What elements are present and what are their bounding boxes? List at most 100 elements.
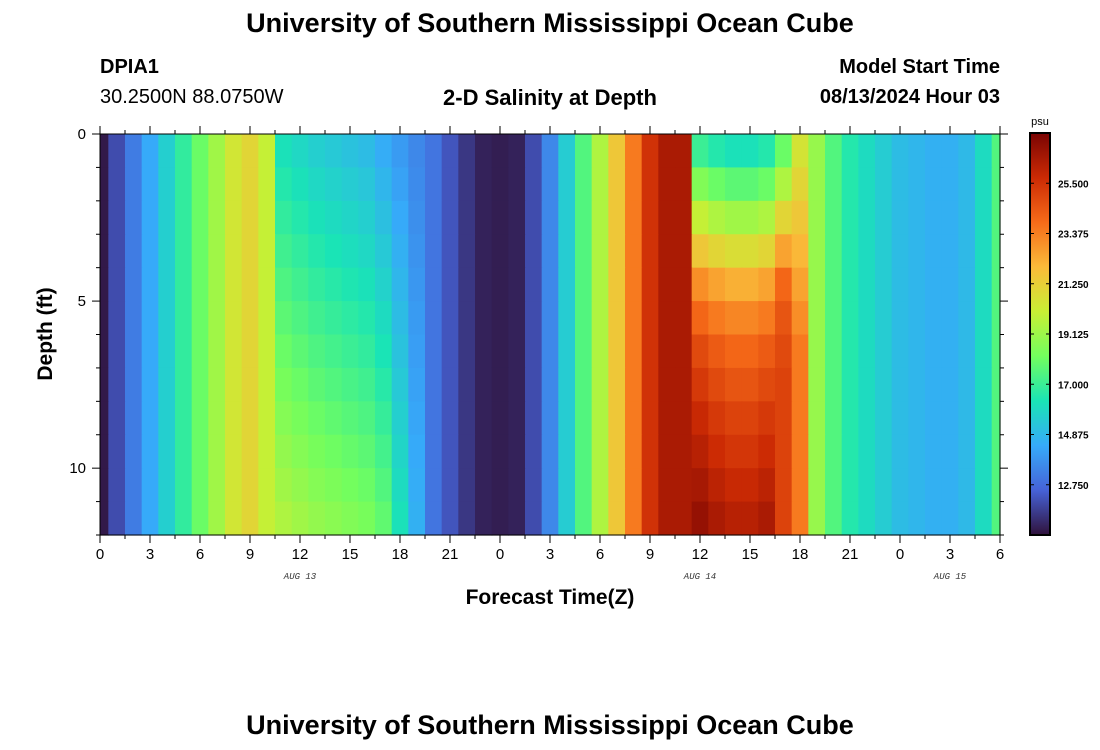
model-start-label: Model Start Time (839, 56, 1000, 78)
x-tick-label: 18 (392, 546, 409, 563)
heatmap-cell (841, 434, 859, 469)
colorbar: psu 25.500 23.375 21.250 19.125 17.000 14.875… (1029, 116, 1089, 536)
heatmap-cell (291, 134, 309, 169)
x-axis-ticks: 0 3 6 9 12 15 18 21 0 3 6 9 12 15 18 21 0 3 6 (96, 126, 1004, 563)
heatmap-cell (425, 167, 443, 202)
heatmap-cell (458, 134, 476, 169)
heatmap-cell (225, 401, 243, 436)
heatmap-cell (100, 401, 109, 436)
heatmap-cell (975, 167, 993, 202)
heatmap-cell (608, 401, 626, 436)
heatmap-cell (641, 234, 659, 269)
heatmap-cell (358, 501, 376, 536)
heatmap-cell (258, 200, 276, 235)
heatmap-cell (575, 134, 593, 169)
heatmap-cell (758, 267, 776, 302)
heatmap-cell (991, 334, 1001, 369)
heatmap-cell (275, 167, 293, 202)
heatmap-cell (225, 134, 243, 169)
heatmap-cell (641, 501, 659, 536)
heatmap-cell (958, 267, 976, 302)
heatmap-cell (975, 468, 993, 503)
heatmap-cell (458, 267, 476, 302)
heatmap-cell (408, 501, 426, 536)
date-labels: AUG 13 AUG 14 AUG 15 (283, 572, 967, 582)
heatmap-cell (258, 167, 276, 202)
heatmap-cell (208, 468, 226, 503)
heatmap-cell (125, 401, 143, 436)
heatmap-cell (841, 134, 859, 169)
heatmap-cell (175, 234, 193, 269)
heatmap-cell (100, 167, 109, 202)
model-start-value: 08/13/2024 Hour 03 (819, 86, 1000, 108)
heatmap-cell (625, 134, 643, 169)
heatmap-cell (108, 434, 126, 469)
heatmap-cell (741, 234, 759, 269)
heatmap-cell (191, 167, 209, 202)
heatmap-cell (100, 468, 109, 503)
heatmap-cell (391, 367, 409, 402)
heatmap-cell (425, 401, 443, 436)
heatmap-cell (191, 501, 209, 536)
heatmap-cell (808, 200, 826, 235)
heatmap-cell (158, 301, 176, 336)
heatmap-cell (341, 167, 359, 202)
heatmap-cell (425, 468, 443, 503)
heatmap-cell (341, 434, 359, 469)
heatmap-cell (458, 468, 476, 503)
heatmap-cell (208, 434, 226, 469)
heatmap-cell (225, 367, 243, 402)
heatmap-cell (125, 434, 143, 469)
heatmap-cell (258, 301, 276, 336)
heatmap-cell (408, 167, 426, 202)
heatmap-cell (341, 334, 359, 369)
heatmap-cell (541, 267, 559, 302)
heatmap-cell (575, 234, 593, 269)
heatmap-cell (491, 367, 509, 402)
heatmap-cell (691, 301, 709, 336)
heatmap-cell (891, 401, 909, 436)
heatmap-cell (641, 301, 659, 336)
heatmap-cell (308, 401, 326, 436)
heatmap-cell (858, 234, 876, 269)
heatmap-cell (491, 334, 509, 369)
heatmap-cell (725, 434, 743, 469)
heatmap-cell (891, 267, 909, 302)
heatmap-cell (858, 468, 876, 503)
heatmap-cell (758, 501, 776, 536)
heatmap-cell (258, 267, 276, 302)
heatmap-cell (325, 434, 343, 469)
heatmap-cell (691, 134, 709, 169)
heatmap-cell (158, 501, 176, 536)
heatmap-cell (975, 301, 993, 336)
heatmap-cell (941, 134, 959, 169)
heatmap-cell (925, 267, 943, 302)
heatmap-cell (241, 234, 259, 269)
heatmap-cell (658, 468, 676, 503)
heatmap-cell (725, 468, 743, 503)
heatmap-cell (741, 401, 759, 436)
heatmap-cell (991, 267, 1001, 302)
heatmap-cell (791, 334, 809, 369)
heatmap-cell (591, 501, 609, 536)
heatmap-cell (975, 434, 993, 469)
heatmap-cell (258, 334, 276, 369)
heatmap-cell (908, 234, 926, 269)
heatmap-cell (125, 234, 143, 269)
heatmap-cell (291, 501, 309, 536)
heatmap-cell (475, 301, 493, 336)
heatmap-cell (491, 468, 509, 503)
heatmap-cell (541, 434, 559, 469)
heatmap-cell (241, 334, 259, 369)
heatmap-cell (441, 134, 459, 169)
heatmap-cell (825, 200, 843, 235)
heatmap-cell (208, 267, 226, 302)
heatmap-cell (458, 167, 476, 202)
date-label: AUG 14 (683, 572, 716, 582)
heatmap-cell (641, 200, 659, 235)
heatmap-cell (341, 267, 359, 302)
heatmap-cell (508, 501, 526, 536)
heatmap-cell (391, 267, 409, 302)
heatmap-cell (508, 200, 526, 235)
